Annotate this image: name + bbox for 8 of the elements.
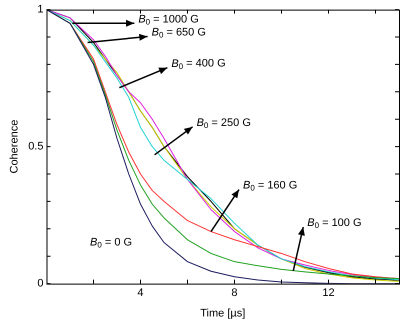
y-tick-label: 0.5 — [28, 140, 44, 153]
y-axis-title: Coherence — [8, 120, 21, 174]
y-tick-label: 0 — [37, 278, 44, 290]
x-tick-label: 12 — [322, 287, 335, 300]
x-tick-label: 8 — [231, 287, 238, 300]
y-tick-label: 1 — [37, 4, 44, 16]
x-tick-label: 4 — [137, 287, 144, 300]
x-axis-title: Time [µs] — [200, 307, 246, 320]
